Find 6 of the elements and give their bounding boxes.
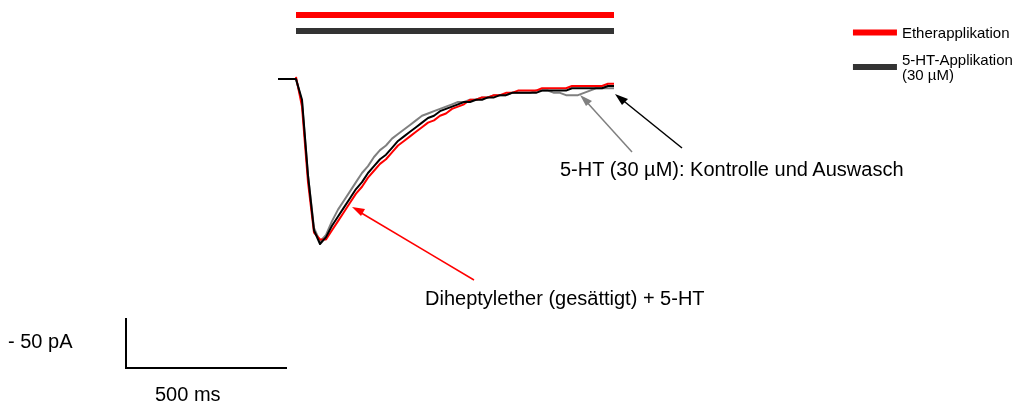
legend-label: 5-HT-Applikation (30 µM) <box>901 51 1018 83</box>
legend-label: Etherapplikation <box>901 24 1010 41</box>
text: 500 ms <box>155 383 221 406</box>
text: - 50 pA <box>8 330 73 353</box>
annotation: 5-HT (30 µM): Kontrolle und Auswasch <box>560 158 904 181</box>
text: Diheptylether (gesättigt) + 5-HT <box>425 287 705 310</box>
